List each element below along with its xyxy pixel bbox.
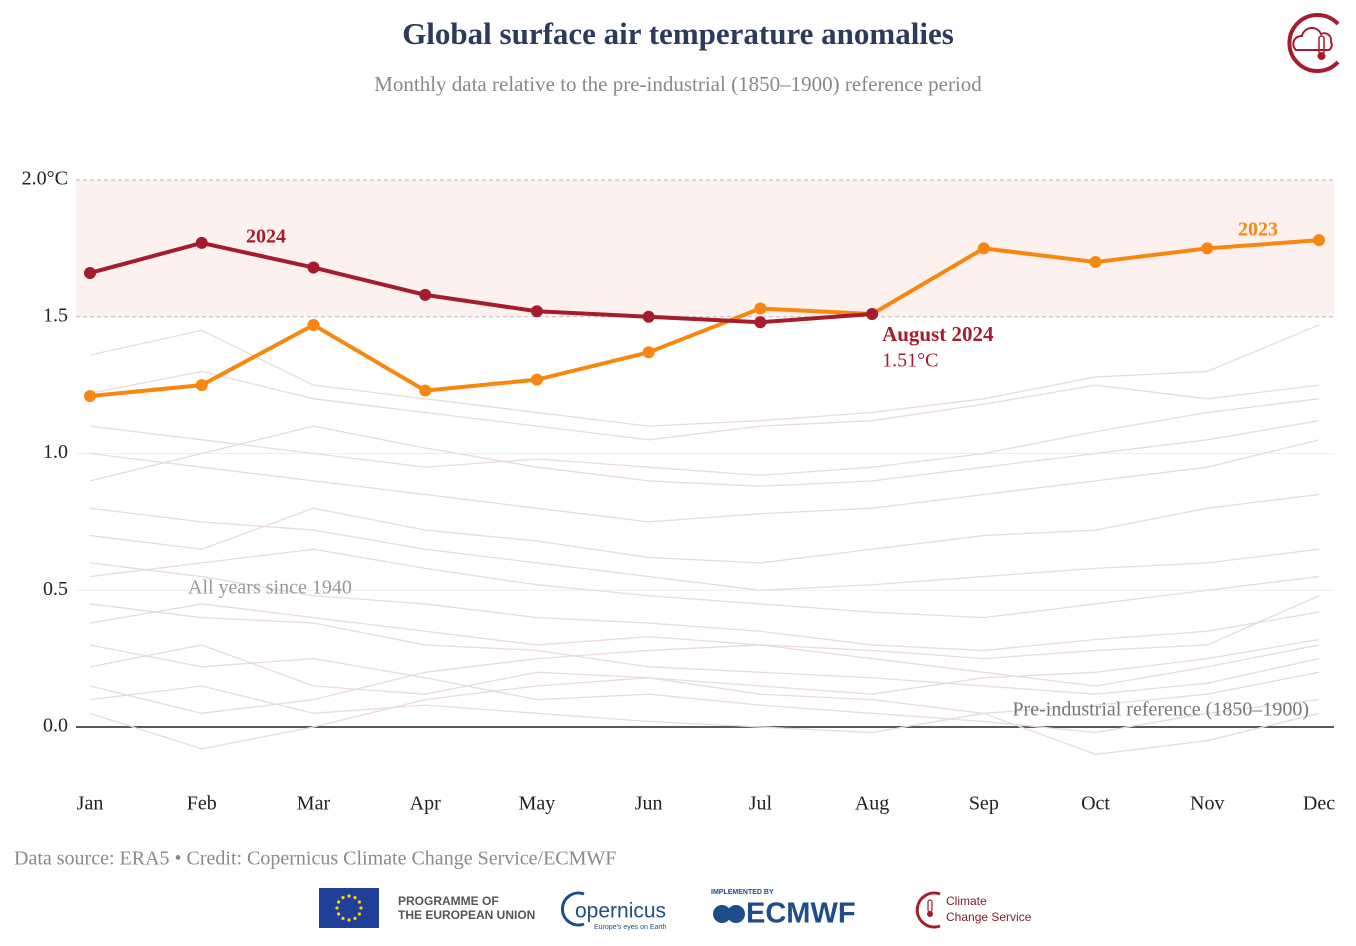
background-line xyxy=(89,398,1320,477)
background-line xyxy=(89,439,1320,523)
copernicus-logo: opernicus Europe's eyes on Earth xyxy=(561,891,667,931)
annotation: August 2024 xyxy=(882,322,994,346)
background-line xyxy=(89,420,1320,487)
copernicus-tag: Europe's eyes on Earth xyxy=(594,924,667,931)
highlight-band xyxy=(76,180,1334,317)
background-line xyxy=(89,677,1320,756)
series-point xyxy=(642,310,655,323)
series-point xyxy=(1201,242,1214,255)
y-tick-label: 1.5 xyxy=(43,304,68,326)
reference-label: Pre-industrial reference (1850–1900) xyxy=(1012,699,1309,721)
chart-subtitle: Monthly data relative to the pre-industr… xyxy=(374,72,982,96)
eu-star xyxy=(337,912,341,916)
series-label: 2024 xyxy=(246,226,286,248)
series-point xyxy=(84,266,96,279)
background-line xyxy=(89,324,1320,427)
eu-text: THE EUROPEAN UNION xyxy=(398,908,535,922)
x-tick-label: Dec xyxy=(1303,793,1335,815)
series-label: 2023 xyxy=(1238,219,1278,241)
background-line xyxy=(89,507,1320,591)
y-tick-label: 1.0 xyxy=(43,441,68,463)
eu-star xyxy=(341,896,345,900)
x-tick-label: Feb xyxy=(187,793,217,815)
series-line xyxy=(89,238,1320,399)
x-tick-label: Sep xyxy=(969,793,999,815)
background-label: All years since 1940 xyxy=(188,577,352,599)
c3s-text: Climate xyxy=(946,894,987,908)
background-line xyxy=(89,595,1320,660)
series-point xyxy=(530,373,543,386)
background-line xyxy=(89,644,1320,714)
series-point xyxy=(84,390,96,403)
x-tick-label: Mar xyxy=(297,793,331,815)
background-line xyxy=(89,671,1320,734)
x-tick-label: May xyxy=(519,793,556,815)
value-label: 1.51°C xyxy=(882,350,938,372)
eu-star xyxy=(341,916,345,920)
background-line xyxy=(89,638,1320,695)
x-tick-label: Nov xyxy=(1190,793,1224,815)
x-tick-label: Jan xyxy=(77,793,104,815)
series-point xyxy=(754,302,767,315)
series-point xyxy=(195,236,208,249)
eu-star xyxy=(359,906,363,910)
ecmwf-tag: IMPLEMENTED BY xyxy=(711,889,774,896)
series-point xyxy=(530,305,543,318)
eu-star xyxy=(335,906,339,910)
background-line xyxy=(89,370,1320,441)
background-line xyxy=(89,548,1320,619)
series-point xyxy=(977,242,990,255)
y-tick-label: 0.0 xyxy=(43,715,68,737)
y-tick-label: 2.0°C xyxy=(22,168,68,190)
ecmwf-text: ECMWF xyxy=(746,898,856,930)
series-line xyxy=(89,240,873,325)
eu-star xyxy=(347,918,351,922)
c3s-logo xyxy=(1287,13,1340,73)
x-tick-label: Apr xyxy=(410,793,441,815)
series-point xyxy=(1089,256,1102,269)
series-point xyxy=(195,379,208,392)
eu-star xyxy=(353,916,357,920)
eu-star xyxy=(347,894,351,898)
plot: 0.0 0.5 1.0 1.5 2.0°C Jan Feb Mar Apr May Jun Jul Au… xyxy=(22,168,1336,815)
series-point xyxy=(307,261,320,274)
background-line xyxy=(89,644,1320,734)
chart-title: Global surface air temperature anomalies xyxy=(402,16,954,51)
x-tick-label: Oct xyxy=(1081,793,1110,815)
x-tick-label: Jun xyxy=(635,793,663,815)
series-point xyxy=(419,288,432,301)
background-line xyxy=(89,562,1320,652)
eu-star xyxy=(357,912,361,916)
eu-star xyxy=(337,900,341,904)
series-point xyxy=(642,346,655,359)
footer: Data source: ERA5 • Credit: Copernicus C… xyxy=(14,848,616,870)
series-point xyxy=(866,308,879,321)
eu-text: PROGRAMME OF xyxy=(398,894,499,908)
y-tick-label: 0.5 xyxy=(43,578,68,600)
x-tick-label: Aug xyxy=(855,793,889,815)
eu-star xyxy=(353,896,357,900)
background-line xyxy=(89,603,1320,695)
series-point xyxy=(307,318,320,331)
x-tick-label: Jul xyxy=(749,793,773,815)
eu-logo: PROGRAMME OF THE EUROPEAN UNION xyxy=(319,888,535,928)
copernicus-text: opernicus xyxy=(575,900,666,923)
ecmwf-logo: IMPLEMENTED BY ECMWF xyxy=(711,889,856,930)
series-point xyxy=(1313,234,1325,247)
series-point xyxy=(754,316,767,329)
series-point xyxy=(419,384,432,397)
c3s-text: Change Service xyxy=(946,910,1032,924)
background-line xyxy=(89,493,1320,564)
c3s-logo-bottom: Climate Change Service xyxy=(915,891,1032,929)
eu-star xyxy=(357,900,361,904)
